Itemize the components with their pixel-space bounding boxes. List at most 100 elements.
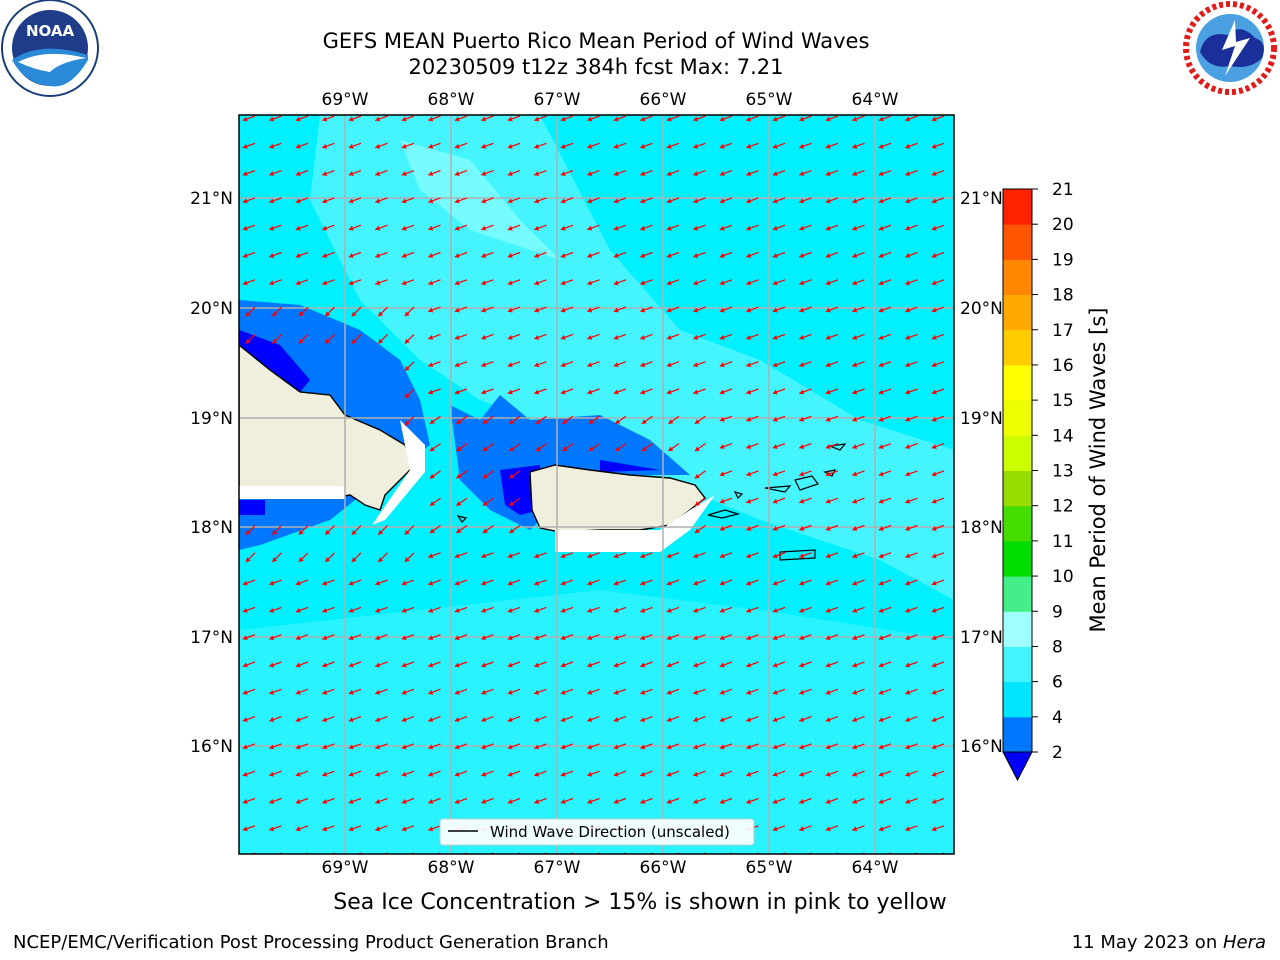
wind-wave-arrowhead [454,116,460,122]
wind-wave-arrowhead [719,635,725,641]
wind-wave-arrowhead [481,307,487,313]
wind-wave-arrowhead [878,580,884,586]
wind-wave-arrowhead [666,362,672,368]
wind-wave-arrowhead [269,689,275,695]
wind-wave-arrowhead [719,280,725,286]
wind-wave-arrowhead [852,689,858,695]
wind-wave-arrowhead [613,307,619,313]
wind-wave-arrowhead [560,771,566,777]
wind-wave-arrowhead [348,280,354,286]
wind-wave-arrowhead [534,225,540,231]
wind-wave-arrowhead [298,311,304,317]
wind-wave-arrowhead [825,334,831,340]
wind-wave-arrowhead [481,607,487,613]
wind-wave-arrowhead [269,253,275,258]
wind-wave-arrowhead [613,225,619,231]
wind-wave-arrowhead [454,771,460,777]
wind-wave-arrowhead [428,799,434,804]
wind-wave-arrowhead [587,635,593,641]
wind-wave-arrowhead [375,143,381,149]
colorbar-segment-14 [1003,224,1032,260]
wind-wave-arrowhead [613,116,619,122]
wind-wave-arrowhead [375,198,381,204]
wind-wave-arrowhead [348,662,354,668]
wind-wave-arrowhead [825,280,831,286]
wind-wave-arrowhead [429,473,435,479]
wind-wave-arrowhead [507,198,513,204]
wind-wave-arrowhead [560,225,566,231]
wind-wave-arrowhead [694,501,700,506]
wind-wave-arrowhead [507,717,513,723]
wind-wave-arrowhead [456,501,462,506]
map-title-line2: 20230509 t12z 384h fcst Max: 7.21 [408,55,784,79]
wind-wave-arrowhead [269,744,275,750]
wind-wave-arrowhead [295,253,301,258]
wind-wave-arrowhead [242,580,248,586]
wind-wave-arrowhead [931,280,937,286]
wind-wave-arrowhead [428,171,434,177]
wind-wave-arrowhead [428,553,434,559]
lat-tick-left-4: 20°N [190,299,233,319]
wind-wave-arrowhead [746,526,752,531]
colorbar-tick-10: 15 [1052,391,1074,411]
wind-wave-arrowhead [799,225,805,231]
wind-wave-arrowhead [666,689,672,695]
wind-wave-arrowhead [878,744,884,750]
wind-wave-arrowhead [666,635,672,641]
wind-wave-arrowhead [878,116,884,122]
wind-wave-arrowhead [825,553,831,559]
wind-wave-arrowhead [245,338,251,344]
wind-wave-arrowhead [719,498,725,504]
wind-wave-arrowhead [852,225,858,231]
wind-wave-arrowhead [456,528,462,533]
wind-wave-arrowhead [799,416,805,422]
wind-wave-arrowhead [481,116,487,122]
wind-wave-arrowhead [454,253,460,258]
wind-wave-arrowhead [905,471,911,477]
colorbar-tick-12: 17 [1052,321,1074,341]
wind-wave-arrowhead [878,717,884,723]
wind-wave-arrowhead [481,717,487,723]
sea-ice-note: Sea Ice Concentration > 15% is shown in … [333,890,947,915]
wind-wave-arrowhead [322,280,328,286]
wind-wave-arrowhead [905,744,911,750]
colorbar-segment-6 [1003,505,1032,542]
colorbar-tick-0: 2 [1052,743,1063,763]
wind-wave-arrowhead [825,471,831,477]
wind-wave-arrowhead [429,446,435,452]
wind-wave-arrowhead [348,116,354,122]
wind-wave-arrowhead [852,444,858,450]
wind-wave-arrowhead [560,717,566,723]
wind-wave-arrowhead [746,717,752,723]
wind-wave-arrowhead [799,744,805,750]
wind-wave-arrowhead [799,471,805,477]
wind-wave-arrowhead [799,826,805,832]
colorbar-extend-arrow [1002,751,1033,782]
wind-wave-arrowhead [746,143,752,149]
wind-wave-arrowhead [428,389,434,395]
wind-wave-arrowhead [825,744,831,750]
wind-wave-arrowhead [534,198,540,204]
wind-wave-arrowhead [507,389,513,395]
wind-wave-arrowhead [587,171,593,177]
wind-wave-arrowhead [295,171,301,177]
wind-wave-arrowhead [404,557,410,562]
wind-wave-arrowhead [693,334,699,340]
wind-wave-arrowhead [719,416,725,422]
wind-wave-arrowhead [719,771,725,777]
wind-wave-arrowhead [746,280,752,286]
wind-wave-arrowhead [534,253,540,258]
wind-wave-arrowhead [799,799,805,804]
wind-wave-arrowhead [931,307,937,313]
wind-wave-arrowhead [878,526,884,531]
wind-wave-arrowhead [560,334,566,340]
wind-wave-arrowhead [613,389,619,395]
wind-wave-arrowhead [878,826,884,832]
wind-wave-arrowhead [799,280,805,286]
wind-wave-arrowhead [746,334,752,340]
wind-wave-arrowhead [825,416,831,422]
lon-tick-bottom-2: 67°W [534,858,581,878]
wind-wave-arrowhead [799,143,805,149]
wind-wave-arrowhead [666,553,672,559]
wind-wave-arrowhead [375,826,381,832]
